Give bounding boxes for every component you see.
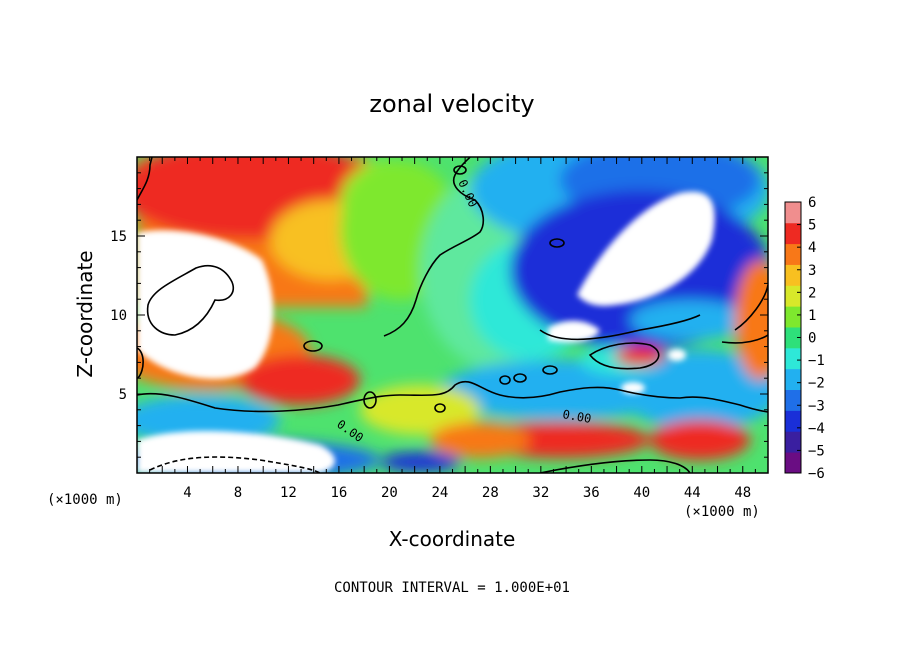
chart-title: zonal velocity — [369, 90, 534, 118]
colorbar-tick-label: −5 — [808, 443, 825, 459]
colorbar-tick-label: 6 — [808, 195, 816, 211]
colorbar-swatch — [785, 389, 801, 411]
colorbar-swatch — [785, 306, 801, 328]
x-tick-label: 12 — [280, 485, 297, 501]
y-tick-label: 15 — [110, 229, 127, 245]
colorbar-swatch — [785, 264, 801, 286]
colorbar-swatch — [785, 222, 801, 245]
x-tick-label: 48 — [734, 485, 751, 501]
colorbar-tick-label: 5 — [808, 218, 816, 234]
y-axis-label: Z-coordinate — [73, 250, 97, 377]
x-unit-note-left: (×1000 m) — [47, 492, 123, 508]
colorbar-tick-label: −3 — [808, 398, 825, 414]
colorbar-tick-label: −4 — [808, 421, 825, 437]
colorbar-tick-label: 0 — [808, 331, 816, 347]
colorbar-tick-label: 4 — [808, 240, 816, 256]
plot-area: 0.00 0.00 0.00 — [137, 157, 768, 473]
x-tick-label: 16 — [330, 485, 347, 501]
colorbar-tick-label: 3 — [808, 263, 816, 279]
x-tick-label: 32 — [532, 485, 549, 501]
colorbar-swatch — [785, 452, 801, 474]
colorbar-swatch — [785, 202, 801, 224]
x-tick-label: 8 — [234, 485, 242, 501]
y-tick-label: 10 — [110, 308, 127, 324]
x-tick-label: 44 — [684, 485, 701, 501]
x-tick-label: 28 — [482, 485, 499, 501]
white-regions — [137, 191, 715, 473]
colorbar-tick-label: 1 — [808, 308, 816, 324]
x-axis-label: X-coordinate — [389, 527, 516, 551]
contour-label-3: 0.00 — [561, 407, 592, 426]
colorbar-tick-label: 2 — [808, 285, 816, 301]
colorbar-tick-label: −6 — [808, 466, 825, 482]
colorbar-tick-label: −2 — [808, 376, 825, 392]
contour-interval-note: CONTOUR INTERVAL = 1.000E+01 — [334, 580, 570, 596]
x-axis-ticks: 4 8 12 16 20 24 28 32 36 40 44 48 — [149, 157, 756, 501]
colorbar-swatch — [785, 243, 801, 265]
y-axis-ticks: 5 10 15 — [110, 172, 768, 458]
colorbar-swatch — [785, 285, 801, 307]
x-tick-label: 24 — [431, 485, 448, 501]
colorbar-swatch — [785, 368, 801, 391]
colorbar: 6 5 4 3 2 1 0 −1 −2 −3 −4 −5 −6 — [784, 195, 825, 482]
contour-lines — [137, 157, 768, 473]
x-tick-label: 4 — [183, 485, 191, 501]
x-tick-label: 20 — [381, 485, 398, 501]
y-tick-label: 5 — [119, 387, 127, 403]
colorbar-swatch — [785, 410, 801, 432]
colorbar-swatch — [785, 327, 801, 349]
x-tick-label: 36 — [583, 485, 600, 501]
colorbar-swatch — [785, 431, 801, 453]
x-unit-note-right: (×1000 m) — [684, 504, 760, 520]
colorbar-swatch — [785, 347, 801, 370]
colorbar-tick-label: −1 — [808, 353, 825, 369]
x-tick-label: 40 — [633, 485, 650, 501]
